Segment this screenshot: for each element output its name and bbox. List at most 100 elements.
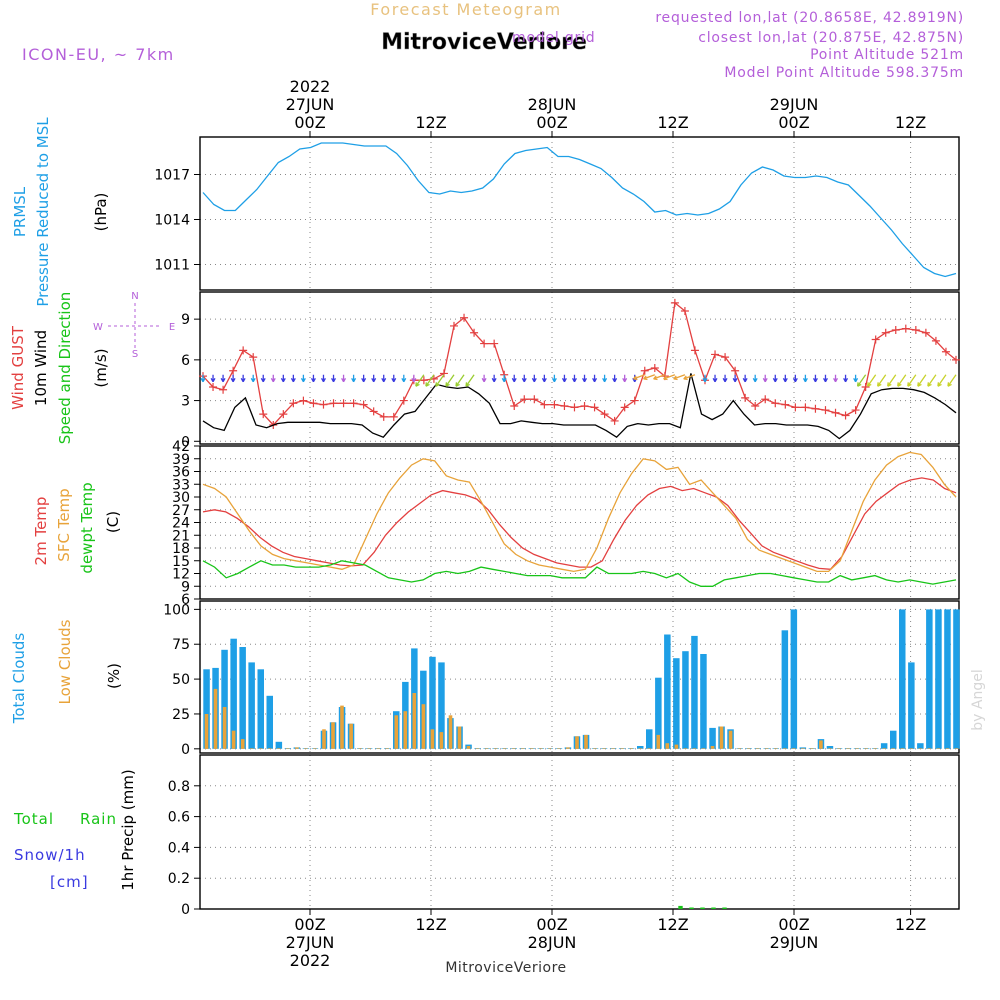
wind-arrow bbox=[843, 374, 849, 383]
wind-arrow bbox=[491, 374, 497, 383]
bar-low-clouds bbox=[439, 732, 444, 749]
bar-low-clouds bbox=[674, 744, 679, 749]
bar-total-clouds bbox=[826, 746, 834, 749]
bar-low-clouds bbox=[828, 748, 832, 749]
bar-low-clouds bbox=[548, 748, 552, 749]
gust-marker bbox=[731, 366, 740, 375]
time-tick-label: 00Z bbox=[294, 113, 325, 132]
y-tick-label: 100 bbox=[163, 602, 190, 618]
bar-total-clouds bbox=[944, 609, 951, 749]
bar-low-clouds bbox=[783, 748, 787, 749]
y-tick-label: 1014 bbox=[154, 213, 190, 229]
wind-panel: Wind GUST 10m Wind Speed and Direction (… bbox=[9, 291, 960, 450]
requested-coords: requested lon,lat (20.8658E, 42.8919N) bbox=[655, 10, 964, 26]
bar-total-clouds bbox=[266, 695, 273, 749]
gust-marker bbox=[881, 328, 890, 337]
y-tick-label: 0 bbox=[181, 434, 190, 450]
gust-marker bbox=[610, 416, 619, 425]
bar-low-clouds bbox=[385, 748, 389, 749]
wind-arrow bbox=[782, 374, 788, 383]
gust-marker bbox=[891, 326, 900, 334]
bar-low-clouds bbox=[295, 747, 299, 749]
forecast-title: Forecast Meteogram bbox=[370, 0, 561, 19]
y-tick-label: 3 bbox=[181, 394, 190, 410]
gust-marker bbox=[650, 364, 659, 372]
gust-marker bbox=[670, 298, 679, 307]
series-line-prmsl bbox=[202, 142, 957, 278]
wind-arrow bbox=[742, 374, 748, 383]
bar-low-clouds bbox=[584, 734, 588, 749]
time-tick-label: 12Z bbox=[415, 915, 446, 934]
compass-e: E bbox=[169, 322, 175, 333]
rain-label: Rain bbox=[80, 810, 117, 828]
bar-total-clouds bbox=[880, 743, 888, 749]
bar-total-clouds bbox=[908, 662, 915, 749]
wind-arrow bbox=[772, 374, 778, 383]
bar-low-clouds bbox=[412, 693, 417, 749]
y-tick-label: 1011 bbox=[154, 258, 190, 274]
wind-arrow bbox=[632, 374, 645, 381]
bar-total-clouds bbox=[673, 658, 680, 749]
gust-marker bbox=[279, 410, 288, 419]
time-tick-label: 00Z bbox=[778, 915, 809, 934]
bar-low-clouds bbox=[313, 748, 317, 749]
bar-total-clouds bbox=[953, 609, 960, 749]
wind-arrow bbox=[712, 374, 718, 383]
model-label: ICON-EU, ~ 7km bbox=[22, 45, 175, 64]
wind-arrow bbox=[415, 374, 425, 387]
gust-marker bbox=[931, 336, 940, 345]
wind-arrow bbox=[643, 374, 656, 381]
wind-arrow bbox=[411, 374, 417, 383]
gust-marker bbox=[761, 395, 770, 404]
closest-coords: closest lon,lat (20.875E, 42.875N) bbox=[698, 30, 964, 46]
gust-marker bbox=[952, 355, 960, 364]
time-tick-label: 29JUN bbox=[770, 933, 819, 952]
gust-marker bbox=[510, 402, 519, 410]
time-tick-label: 28JUN bbox=[528, 933, 577, 952]
wind-arrow bbox=[683, 374, 696, 381]
bar-low-clouds bbox=[249, 748, 254, 749]
wind-arrow bbox=[561, 374, 567, 383]
bar-total-clouds bbox=[230, 638, 237, 749]
gust-marker bbox=[540, 400, 549, 409]
bar-low-clouds bbox=[286, 748, 290, 749]
gust-marker bbox=[520, 395, 529, 404]
y-tick-label: 6 bbox=[181, 353, 190, 369]
gust-marker bbox=[771, 399, 780, 408]
gust-marker bbox=[941, 347, 950, 356]
bar-total-rain bbox=[722, 907, 727, 909]
bar-total-clouds bbox=[790, 609, 798, 749]
wind-arrow bbox=[571, 374, 577, 383]
gust-marker bbox=[901, 324, 910, 333]
compass-w: W bbox=[93, 322, 103, 333]
temperature-panel: 2m Temp SFC Temp dewpt Temp (C) 69121518… bbox=[32, 439, 960, 608]
wind-arrow bbox=[371, 374, 377, 383]
panel-frame bbox=[199, 754, 960, 910]
wind-arrow bbox=[250, 374, 256, 383]
gust-marker bbox=[721, 353, 730, 362]
pressure-label-msl: Pressure Reduced to MSL bbox=[34, 117, 52, 307]
bar-low-clouds bbox=[945, 748, 950, 749]
bar-total-clouds bbox=[275, 741, 283, 749]
bar-total-clouds bbox=[429, 656, 436, 749]
wind-arrow bbox=[481, 374, 487, 383]
time-tick-label: 12Z bbox=[657, 915, 688, 934]
gust-marker bbox=[741, 393, 750, 402]
temp-2m-label: 2m Temp bbox=[32, 497, 50, 566]
wind-10m-label: 10m Wind bbox=[32, 330, 50, 406]
bar-low-clouds bbox=[710, 746, 715, 749]
wind-arrow bbox=[752, 374, 758, 383]
low-clouds-label: Low Clouds bbox=[56, 619, 74, 704]
bar-low-clouds bbox=[936, 748, 941, 749]
bar-low-clouds bbox=[954, 748, 959, 749]
bar-low-clouds bbox=[240, 739, 245, 749]
time-tick-label: 12Z bbox=[895, 113, 926, 132]
wind-arrow bbox=[280, 374, 286, 383]
panel-frame bbox=[199, 445, 960, 600]
wind-arrow bbox=[853, 374, 859, 383]
wind-arrow bbox=[582, 374, 588, 383]
time-tick-label: 27JUN bbox=[286, 933, 335, 952]
total-label: Total bbox=[13, 810, 54, 828]
pressure-label-prmsl: PRMSL bbox=[11, 186, 29, 237]
location-title: MitroviceVeriore bbox=[381, 30, 587, 55]
